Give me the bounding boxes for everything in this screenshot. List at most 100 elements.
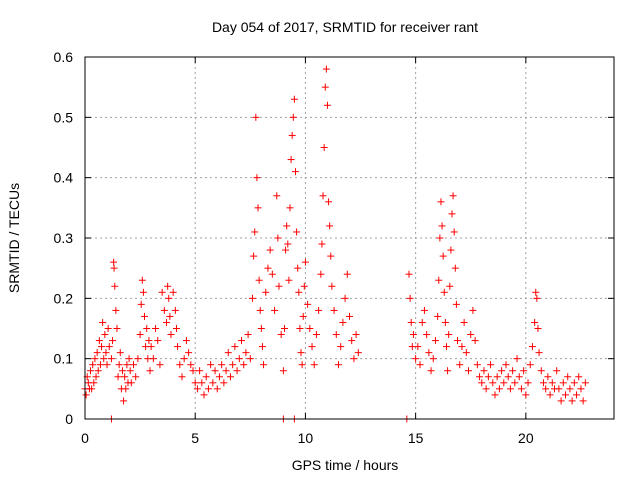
data-point xyxy=(171,306,179,314)
data-point xyxy=(298,361,306,369)
data-point xyxy=(104,325,112,332)
data-point xyxy=(438,222,446,230)
data-point xyxy=(328,282,336,290)
data-point xyxy=(158,288,166,296)
data-point xyxy=(425,349,433,357)
data-point xyxy=(156,361,164,369)
data-point xyxy=(484,373,492,381)
data-point xyxy=(310,361,318,369)
data-point xyxy=(315,306,323,314)
data-point xyxy=(204,385,212,393)
data-point xyxy=(323,101,331,109)
data-point xyxy=(209,379,217,387)
data-point xyxy=(91,355,99,363)
data-point xyxy=(420,306,428,314)
data-point xyxy=(300,282,308,290)
data-point xyxy=(178,373,186,381)
data-point xyxy=(308,343,316,351)
data-point xyxy=(264,264,272,272)
data-point xyxy=(444,367,452,375)
y-tick-label: 0.4 xyxy=(54,170,74,186)
data-point xyxy=(92,373,100,381)
data-point xyxy=(528,343,536,351)
data-point xyxy=(121,373,129,381)
data-point xyxy=(244,331,252,339)
data-point xyxy=(317,270,325,278)
data-point xyxy=(120,397,128,405)
data-point xyxy=(224,349,232,357)
data-point xyxy=(548,379,556,387)
data-point xyxy=(282,246,290,254)
data-point xyxy=(409,331,417,339)
data-point xyxy=(294,264,302,272)
data-point xyxy=(546,391,554,399)
data-point xyxy=(154,337,162,345)
data-point xyxy=(487,361,495,369)
data-point xyxy=(348,337,356,345)
data-point xyxy=(237,337,245,345)
data-point xyxy=(295,288,303,296)
data-point xyxy=(559,379,567,387)
data-point xyxy=(412,355,420,363)
data-point xyxy=(440,288,448,296)
data-point xyxy=(318,240,326,248)
data-point xyxy=(95,337,103,345)
data-point xyxy=(524,379,532,387)
data-point xyxy=(537,367,545,375)
data-point xyxy=(111,282,119,290)
data-point xyxy=(573,391,581,399)
data-point xyxy=(246,355,254,363)
data-point xyxy=(441,318,449,326)
data-point xyxy=(207,361,215,369)
data-point xyxy=(405,270,413,278)
data-point xyxy=(136,331,144,339)
data-point xyxy=(339,318,347,326)
data-point xyxy=(301,258,309,266)
data-point xyxy=(193,385,201,393)
data-point xyxy=(137,300,145,308)
data-point xyxy=(502,361,510,369)
data-point xyxy=(143,325,151,332)
x-tick-label: 20 xyxy=(518,430,534,446)
data-point xyxy=(107,355,115,363)
data-point xyxy=(581,379,589,387)
data-point xyxy=(96,361,104,369)
x-tick-label: 10 xyxy=(298,430,314,446)
data-point xyxy=(577,385,585,393)
data-point xyxy=(515,373,523,381)
data-point xyxy=(418,318,426,326)
data-point xyxy=(180,355,188,363)
data-point xyxy=(450,228,458,236)
data-point xyxy=(350,355,358,363)
data-point xyxy=(332,331,340,339)
y-axis-ticks: 0 0.1 0.2 0.3 0.4 0.5 0.6 xyxy=(54,49,614,427)
data-point xyxy=(423,331,431,339)
data-point xyxy=(100,355,108,363)
data-point xyxy=(493,373,501,381)
data-point xyxy=(564,373,572,381)
data-point xyxy=(176,361,184,369)
data-point xyxy=(82,391,90,399)
data-point xyxy=(322,65,330,73)
data-point xyxy=(222,367,230,375)
data-point xyxy=(427,367,435,375)
data-point xyxy=(575,373,583,381)
data-point xyxy=(262,288,270,296)
data-point xyxy=(235,355,243,363)
data-point xyxy=(256,306,264,314)
data-point xyxy=(87,367,95,375)
data-point xyxy=(277,331,285,339)
data-point xyxy=(99,318,107,326)
data-point xyxy=(271,306,279,314)
data-point xyxy=(240,361,248,369)
data-point xyxy=(126,367,134,375)
chart-title: Day 054 of 2017, SRMTID for receiver ran… xyxy=(212,19,478,35)
data-point xyxy=(544,373,552,381)
data-point xyxy=(553,367,561,375)
data-point xyxy=(287,156,295,164)
data-point xyxy=(202,373,210,381)
data-point xyxy=(260,361,268,369)
data-point xyxy=(289,113,297,121)
data-point xyxy=(198,379,206,387)
data-point xyxy=(88,385,96,393)
